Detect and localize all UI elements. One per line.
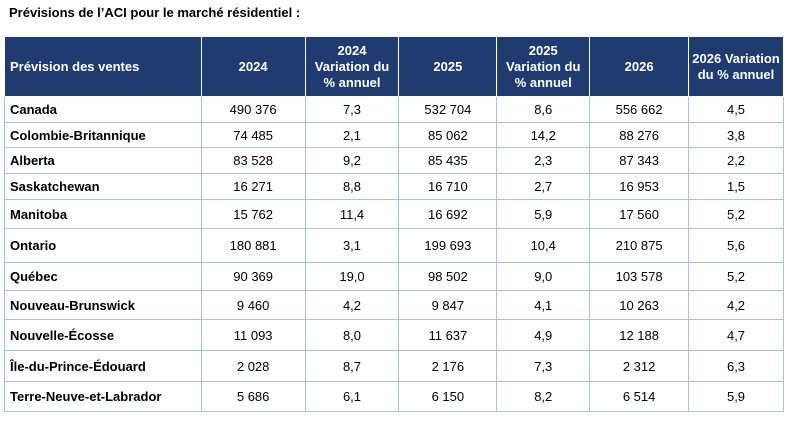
value-cell: 6,1 <box>304 381 400 412</box>
value-cell: 6 150 <box>398 381 498 412</box>
value-cell: 10,4 <box>496 228 591 263</box>
value-cell: 8,6 <box>496 96 591 123</box>
value-cell: 11 637 <box>398 319 498 351</box>
value-cell: 8,2 <box>496 381 591 412</box>
table-row: Nouveau-Brunswick 9 460 4,2 9 847 4,1 10 263 4… <box>4 290 784 320</box>
region-name-cell: Manitoba <box>4 199 202 229</box>
value-cell: 4,9 <box>496 319 591 351</box>
value-cell: 16 692 <box>398 199 498 229</box>
value-cell: 199 693 <box>398 228 498 263</box>
table-row: Ontario 180 881 3,1 199 693 10,4 210 875 5,6 <box>4 228 784 263</box>
value-cell: 4,7 <box>688 319 784 351</box>
region-name-cell: Ontario <box>4 228 202 263</box>
value-cell: 16 953 <box>589 173 690 200</box>
region-name-cell: Terre-Neuve-et-Labrador <box>4 381 202 412</box>
value-cell: 5,9 <box>688 381 784 412</box>
value-cell: 2,3 <box>496 147 591 174</box>
value-cell: 6 514 <box>589 381 690 412</box>
column-header: 2026 <box>589 36 690 97</box>
value-cell: 12 188 <box>589 319 690 351</box>
value-cell: 3,1 <box>304 228 400 263</box>
value-cell: 180 881 <box>200 228 306 263</box>
region-name-cell: Canada <box>4 96 202 123</box>
table-row: Île-du-Prince-Édouard 2 028 8,7 2 176 7,3 2 3… <box>4 350 784 382</box>
region-name-cell: Québec <box>4 262 202 291</box>
value-cell: 556 662 <box>589 96 690 123</box>
value-cell: 11,4 <box>304 199 400 229</box>
value-cell: 8,7 <box>304 350 400 382</box>
value-cell: 4,1 <box>496 290 591 320</box>
value-cell: 19,0 <box>304 262 400 291</box>
value-cell: 98 502 <box>398 262 498 291</box>
value-cell: 5,9 <box>496 199 591 229</box>
value-cell: 83 528 <box>200 147 306 174</box>
value-cell: 4,2 <box>688 290 784 320</box>
region-name-cell: Colombie-Britannique <box>4 122 202 148</box>
value-cell: 88 276 <box>589 122 690 148</box>
value-cell: 8,8 <box>304 173 400 200</box>
value-cell: 7,3 <box>304 96 400 123</box>
value-cell: 2,7 <box>496 173 591 200</box>
value-cell: 11 093 <box>200 319 306 351</box>
forecast-table: Prévision des ventes 2024 2024 Variation… <box>4 36 784 412</box>
value-cell: 8,0 <box>304 319 400 351</box>
value-cell: 74 485 <box>200 122 306 148</box>
value-cell: 16 710 <box>398 173 498 200</box>
value-cell: 2,2 <box>688 147 784 174</box>
table-row: Canada 490 376 7,3 532 704 8,6 556 662 4,5 <box>4 96 784 123</box>
value-cell: 7,3 <box>496 350 591 382</box>
value-cell: 2 176 <box>398 350 498 382</box>
region-name-cell: Saskatchewan <box>4 173 202 200</box>
value-cell: 15 762 <box>200 199 306 229</box>
table-row: Terre-Neuve-et-Labrador 5 686 6,1 6 150 8,2 6… <box>4 381 784 412</box>
value-cell: 103 578 <box>589 262 690 291</box>
value-cell: 5,2 <box>688 199 784 229</box>
region-name-cell: Nouveau-Brunswick <box>4 290 202 320</box>
value-cell: 90 369 <box>200 262 306 291</box>
value-cell: 17 560 <box>589 199 690 229</box>
column-header: 2024 Variation du % annuel <box>304 36 400 97</box>
value-cell: 5,6 <box>688 228 784 263</box>
value-cell: 5 686 <box>200 381 306 412</box>
column-header: 2025 <box>398 36 498 97</box>
value-cell: 5,2 <box>688 262 784 291</box>
value-cell: 2,1 <box>304 122 400 148</box>
value-cell: 2 312 <box>589 350 690 382</box>
region-name-cell: Alberta <box>4 147 202 174</box>
table-row: Manitoba 15 762 11,4 16 692 5,9 17 560 5,2 <box>4 199 784 229</box>
region-name-cell: Nouvelle-Écosse <box>4 319 202 351</box>
table-row: Colombie-Britannique 74 485 2,1 85 062 14,2 8… <box>4 122 784 148</box>
value-cell: 4,5 <box>688 96 784 123</box>
value-cell: 9 847 <box>398 290 498 320</box>
column-header: Prévision des ventes <box>4 36 202 97</box>
value-cell: 210 875 <box>589 228 690 263</box>
region-name-cell: Île-du-Prince-Édouard <box>4 350 202 382</box>
column-header: 2025 Variation du % annuel <box>496 36 591 97</box>
value-cell: 4,2 <box>304 290 400 320</box>
table-header-row: Prévision des ventes 2024 2024 Variation… <box>4 36 784 97</box>
value-cell: 14,2 <box>496 122 591 148</box>
value-cell: 1,5 <box>688 173 784 200</box>
value-cell: 3,8 <box>688 122 784 148</box>
value-cell: 6,3 <box>688 350 784 382</box>
value-cell: 85 435 <box>398 147 498 174</box>
value-cell: 87 343 <box>589 147 690 174</box>
column-header: 2024 <box>200 36 306 97</box>
column-header: 2026 Variation du % annuel <box>688 36 784 97</box>
value-cell: 2 028 <box>200 350 306 382</box>
value-cell: 9,0 <box>496 262 591 291</box>
value-cell: 9,2 <box>304 147 400 174</box>
value-cell: 16 271 <box>200 173 306 200</box>
table-row: Alberta 83 528 9,2 85 435 2,3 87 343 2,2 <box>4 147 784 174</box>
table-row: Nouvelle-Écosse 11 093 8,0 11 637 4,9 12 188 4… <box>4 319 784 351</box>
value-cell: 85 062 <box>398 122 498 148</box>
value-cell: 10 263 <box>589 290 690 320</box>
table-row: Saskatchewan 16 271 8,8 16 710 2,7 16 953 1,5 <box>4 173 784 200</box>
page-title: Prévisions de l’ACI pour le marché résid… <box>9 5 301 20</box>
value-cell: 532 704 <box>398 96 498 123</box>
table-row: Québec 90 369 19,0 98 502 9,0 103 578 5,2 <box>4 262 784 291</box>
value-cell: 490 376 <box>200 96 306 123</box>
value-cell: 9 460 <box>200 290 306 320</box>
